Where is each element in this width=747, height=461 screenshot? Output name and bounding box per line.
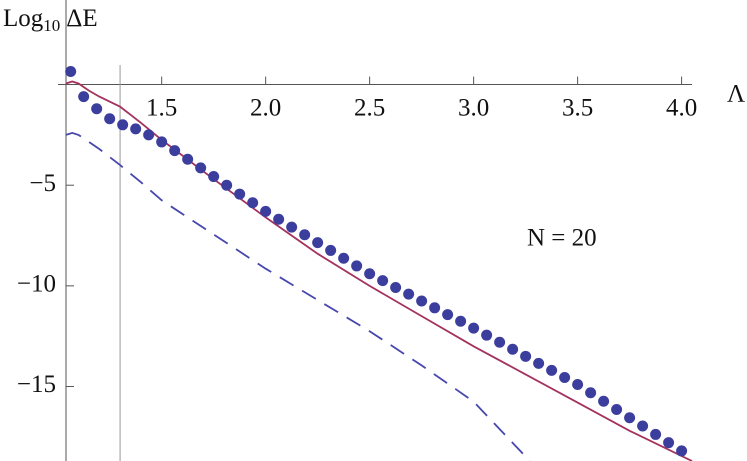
point (208, 171, 220, 183)
point (351, 260, 363, 272)
point (130, 123, 142, 135)
y-label-sub: 10 (43, 16, 60, 35)
point (676, 445, 688, 457)
y-label-rest: ΔE (66, 5, 97, 32)
point (117, 119, 129, 131)
point (533, 357, 545, 369)
x-tick-label: 4.0 (666, 94, 697, 121)
x-tick-label: 1.5 (146, 94, 177, 121)
point (169, 145, 181, 157)
annotation: N = 20 (527, 225, 597, 252)
point (364, 268, 376, 280)
point (312, 237, 324, 249)
point (221, 179, 233, 191)
point (156, 136, 168, 148)
point (403, 288, 415, 300)
point (260, 205, 272, 217)
point (663, 437, 675, 449)
point (65, 65, 77, 77)
y-tick-label: −15 (17, 371, 56, 398)
point (325, 244, 337, 256)
point (585, 387, 597, 399)
point (572, 379, 584, 391)
point (78, 91, 90, 103)
y-label-main: Log (3, 5, 44, 32)
point (299, 229, 311, 241)
point (650, 428, 662, 440)
point (377, 275, 389, 287)
y-tick-label: −5 (29, 170, 56, 197)
point (468, 322, 480, 334)
point (143, 129, 155, 141)
point (429, 302, 441, 314)
point (598, 395, 610, 407)
curve (65, 131, 531, 461)
point (247, 197, 259, 209)
point (91, 103, 103, 115)
point (338, 252, 350, 264)
x-tick-label: 2.5 (354, 94, 385, 121)
y-axis-label: Log10 ΔE (3, 5, 98, 35)
point (637, 420, 649, 432)
point (546, 364, 558, 376)
point (442, 309, 454, 321)
point (182, 153, 194, 165)
point (416, 295, 428, 307)
point (559, 371, 571, 383)
x-tick-label: 2.0 (250, 94, 281, 121)
point (273, 213, 285, 225)
point (390, 281, 402, 293)
point (611, 403, 623, 415)
y-tick-label: −10 (17, 271, 56, 298)
point (455, 315, 467, 327)
point (494, 336, 506, 348)
point (507, 343, 519, 355)
point (195, 162, 207, 174)
x-tick-label: 3.0 (458, 94, 489, 121)
point (104, 113, 116, 125)
x-axis-label: Λ (727, 81, 745, 108)
point (286, 221, 298, 233)
point (520, 350, 532, 362)
x-tick-label: 3.5 (562, 94, 593, 121)
point (234, 188, 246, 200)
point (624, 412, 636, 424)
point (481, 329, 493, 341)
